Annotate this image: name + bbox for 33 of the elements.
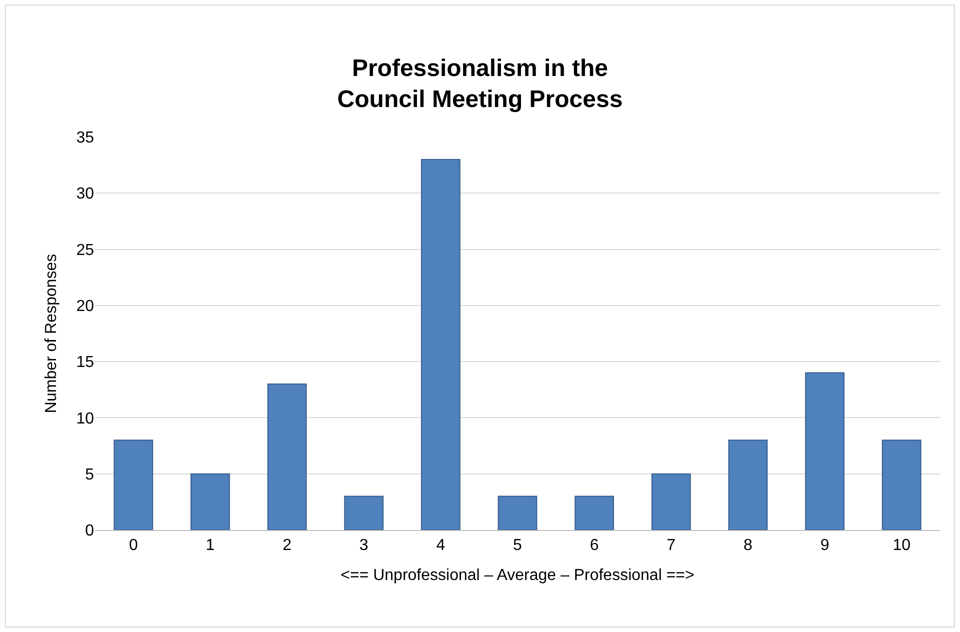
bar: [651, 473, 691, 530]
y-tick-label: 20: [76, 298, 94, 316]
y-tick-label: 10: [76, 410, 94, 428]
y-tick-label: 15: [76, 354, 94, 372]
x-tick-label: 6: [590, 537, 599, 554]
bar: [267, 384, 307, 530]
x-tick-label: 2: [282, 537, 292, 554]
x-tick-label: 3: [359, 537, 368, 554]
bar: [420, 158, 460, 530]
x-tick-label: 10: [892, 537, 911, 554]
bar: [728, 440, 768, 530]
x-axis-title: <== Unprofessional – Average – Professional ==>: [340, 566, 694, 584]
x-tick-label: 7: [666, 537, 676, 554]
y-tick-label: 30: [76, 186, 94, 203]
bar: [805, 372, 844, 530]
x-tick-label: 1: [206, 537, 215, 554]
bar: [114, 440, 154, 530]
bar: [190, 473, 230, 530]
x-tick-label: 0: [128, 537, 138, 554]
y-tick-label: 0: [85, 522, 94, 540]
y-tick-label: 25: [76, 242, 94, 259]
x-tick-label: 8: [743, 537, 752, 554]
x-tick-label: 5: [513, 537, 522, 554]
y-axis-title: Number of Responses: [43, 254, 60, 414]
bar: [574, 496, 614, 530]
x-tick-label: 4: [436, 537, 446, 554]
x-tick-label: 9: [820, 537, 830, 554]
y-tick-label: 5: [85, 466, 94, 484]
bar: [882, 440, 922, 530]
chart-title: Professionalism in the Council Meeting Process: [337, 54, 623, 114]
bar: [344, 496, 384, 530]
bar: [498, 496, 538, 530]
y-tick-label: 35: [76, 130, 94, 147]
